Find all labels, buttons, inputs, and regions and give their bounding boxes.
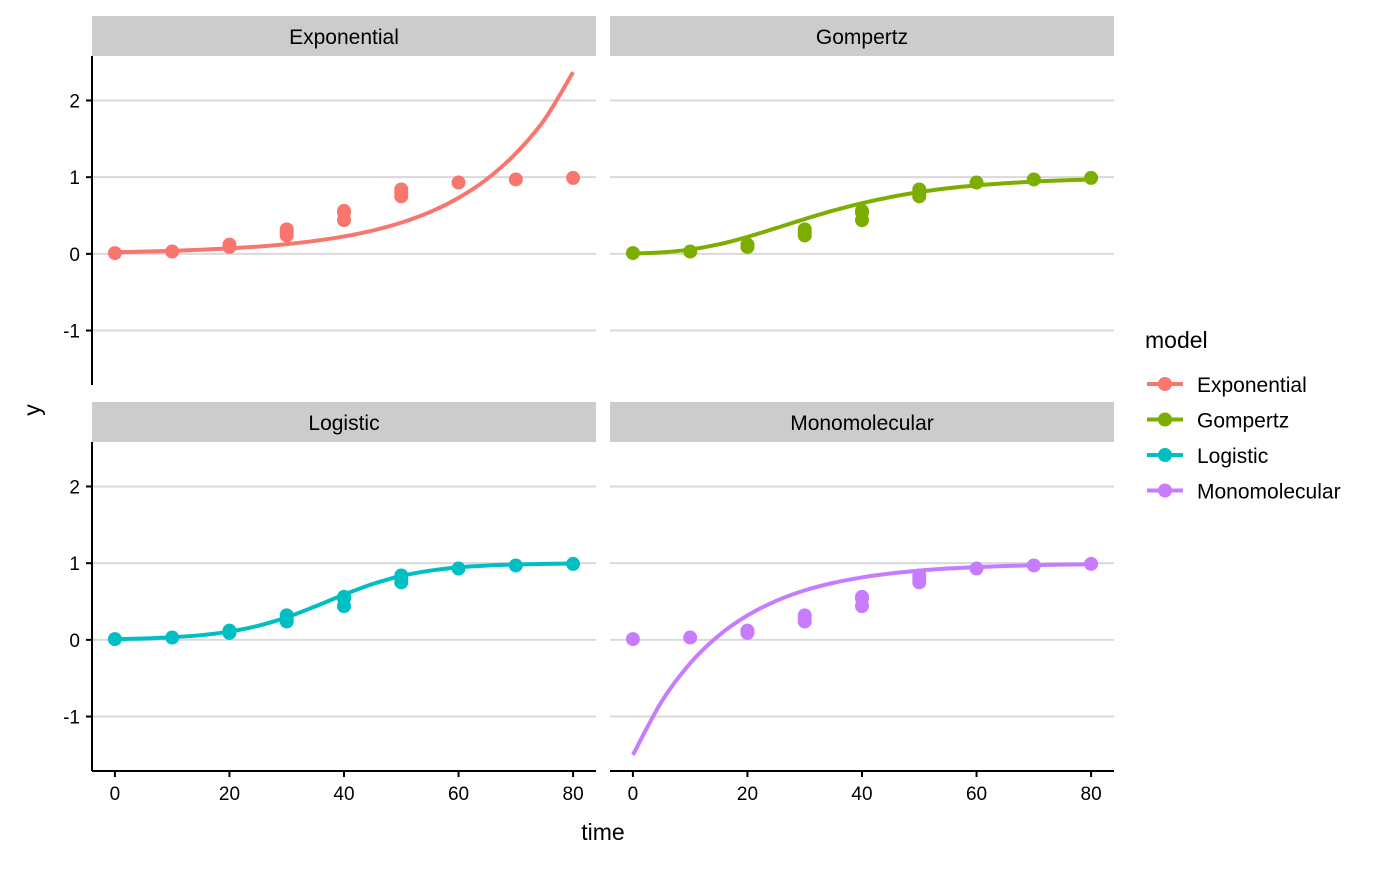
legend-label: Logistic bbox=[1197, 445, 1268, 468]
data-point bbox=[683, 630, 698, 645]
strip-label: Gompertz bbox=[816, 26, 908, 49]
strip-label: Exponential bbox=[289, 26, 399, 49]
panel-gompertz: Gompertz bbox=[610, 16, 1114, 332]
y-tick-label: 1 bbox=[69, 168, 80, 189]
x-tick-label: 40 bbox=[333, 784, 354, 805]
strip-background bbox=[92, 16, 596, 56]
data-point bbox=[1084, 556, 1099, 571]
fit-line bbox=[632, 177, 1092, 256]
y-tick-label: 2 bbox=[69, 91, 80, 112]
y-tick-label: 0 bbox=[69, 631, 80, 652]
fit-line bbox=[114, 71, 575, 255]
fit-line bbox=[114, 561, 574, 642]
x-tick-label: 60 bbox=[448, 784, 469, 805]
legend-label: Monomolecular bbox=[1197, 481, 1341, 504]
data-point bbox=[855, 589, 869, 604]
legend-title: model bbox=[1145, 327, 1208, 353]
data-point bbox=[797, 608, 812, 623]
data-point bbox=[337, 203, 351, 218]
legend-item-exponential: Exponential bbox=[1147, 374, 1307, 397]
strip-background bbox=[92, 402, 596, 442]
data-point bbox=[740, 237, 755, 252]
panel-monomolecular: Monomolecular 0 20 40 60 80 bbox=[610, 402, 1114, 805]
legend-point-key bbox=[1158, 448, 1172, 462]
data-point bbox=[451, 175, 466, 190]
y-tick-label: 0 bbox=[69, 245, 80, 266]
data-point bbox=[625, 632, 640, 647]
legend-label: Gompertz bbox=[1197, 410, 1289, 433]
strip-background bbox=[610, 16, 1114, 56]
x-tick-label: 20 bbox=[737, 784, 758, 805]
x-tick-label: 0 bbox=[110, 784, 121, 805]
y-tick-label: 2 bbox=[69, 477, 80, 498]
x-tick-label: 80 bbox=[563, 784, 584, 805]
data-point bbox=[855, 203, 869, 218]
data-point bbox=[394, 182, 409, 197]
x-tick-label: 60 bbox=[966, 784, 987, 805]
y-axis-label: y bbox=[19, 404, 45, 416]
x-tick-label: 20 bbox=[219, 784, 240, 805]
data-point bbox=[797, 222, 812, 237]
y-tick-label: -1 bbox=[63, 322, 80, 343]
strip-label: Logistic bbox=[308, 412, 379, 435]
legend-point-key bbox=[1158, 483, 1172, 498]
legend-item-logistic: Logistic bbox=[1147, 445, 1268, 468]
x-axis-label: time bbox=[581, 819, 624, 845]
data-point bbox=[740, 623, 755, 638]
y-tick-label: 1 bbox=[69, 554, 80, 575]
x-tick-label: 0 bbox=[628, 784, 639, 805]
fit-line bbox=[631, 562, 1092, 756]
data-point bbox=[107, 246, 122, 261]
data-point bbox=[508, 172, 523, 187]
legend-point-key bbox=[1158, 412, 1172, 427]
x-tick-label: 40 bbox=[851, 784, 872, 805]
data-point bbox=[566, 170, 581, 185]
legend-point-key bbox=[1158, 377, 1172, 391]
y-tick-label: -1 bbox=[63, 708, 80, 729]
strip-label: Monomolecular bbox=[790, 412, 934, 435]
legend-item-monomolecular: Monomolecular bbox=[1147, 481, 1341, 504]
panel-exponential: Exponential -1 0 1 2 bbox=[63, 16, 596, 385]
x-tick-label: 80 bbox=[1081, 784, 1102, 805]
data-point bbox=[279, 222, 294, 237]
strip-background bbox=[610, 402, 1114, 442]
legend-label: Exponential bbox=[1197, 374, 1307, 397]
legend-item-gompertz: Gompertz bbox=[1147, 410, 1289, 433]
